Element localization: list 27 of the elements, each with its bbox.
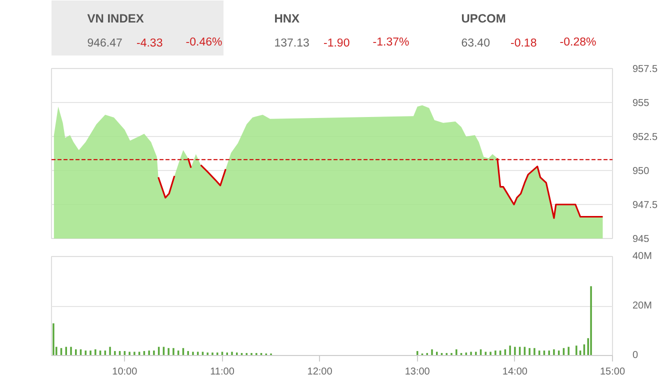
x-tick-label: 11:00 [210, 366, 235, 378]
y-tick-label: 952.5 [632, 132, 658, 143]
x-tick-label: 10:00 [112, 366, 138, 378]
y-tick-label: 20M [632, 300, 652, 312]
y-tick-label: 40M [632, 251, 652, 262]
x-tick-label: 12:00 [307, 366, 333, 378]
text: -0.18 [510, 38, 537, 50]
text: -4.33 [136, 38, 163, 50]
text: -0.28% [560, 36, 596, 48]
y-tick-label: 947.5 [632, 200, 658, 211]
text: -1.37% [372, 36, 410, 48]
y-tick-label: 950 [632, 166, 650, 177]
y-tick-label: 957.5 [632, 64, 658, 75]
y-tick-label: 945 [632, 234, 650, 245]
text: 137.13 [274, 38, 310, 50]
x-tick-label: 15:00 [600, 366, 626, 378]
text: -1.90 [324, 38, 350, 50]
category-label: HNX [274, 12, 300, 26]
category-label: UPCOM [461, 12, 506, 26]
x-tick-label: 13:00 [404, 366, 430, 378]
y-tick-label: 955 [632, 98, 650, 109]
y-tick-label: 0 [632, 350, 638, 361]
category-label: VN INDEX [87, 12, 144, 26]
x-tick-label: 14:00 [502, 366, 528, 378]
text: 946.47 [87, 38, 122, 50]
text: -0.46% [186, 36, 222, 48]
text: 63.40 [461, 38, 490, 50]
